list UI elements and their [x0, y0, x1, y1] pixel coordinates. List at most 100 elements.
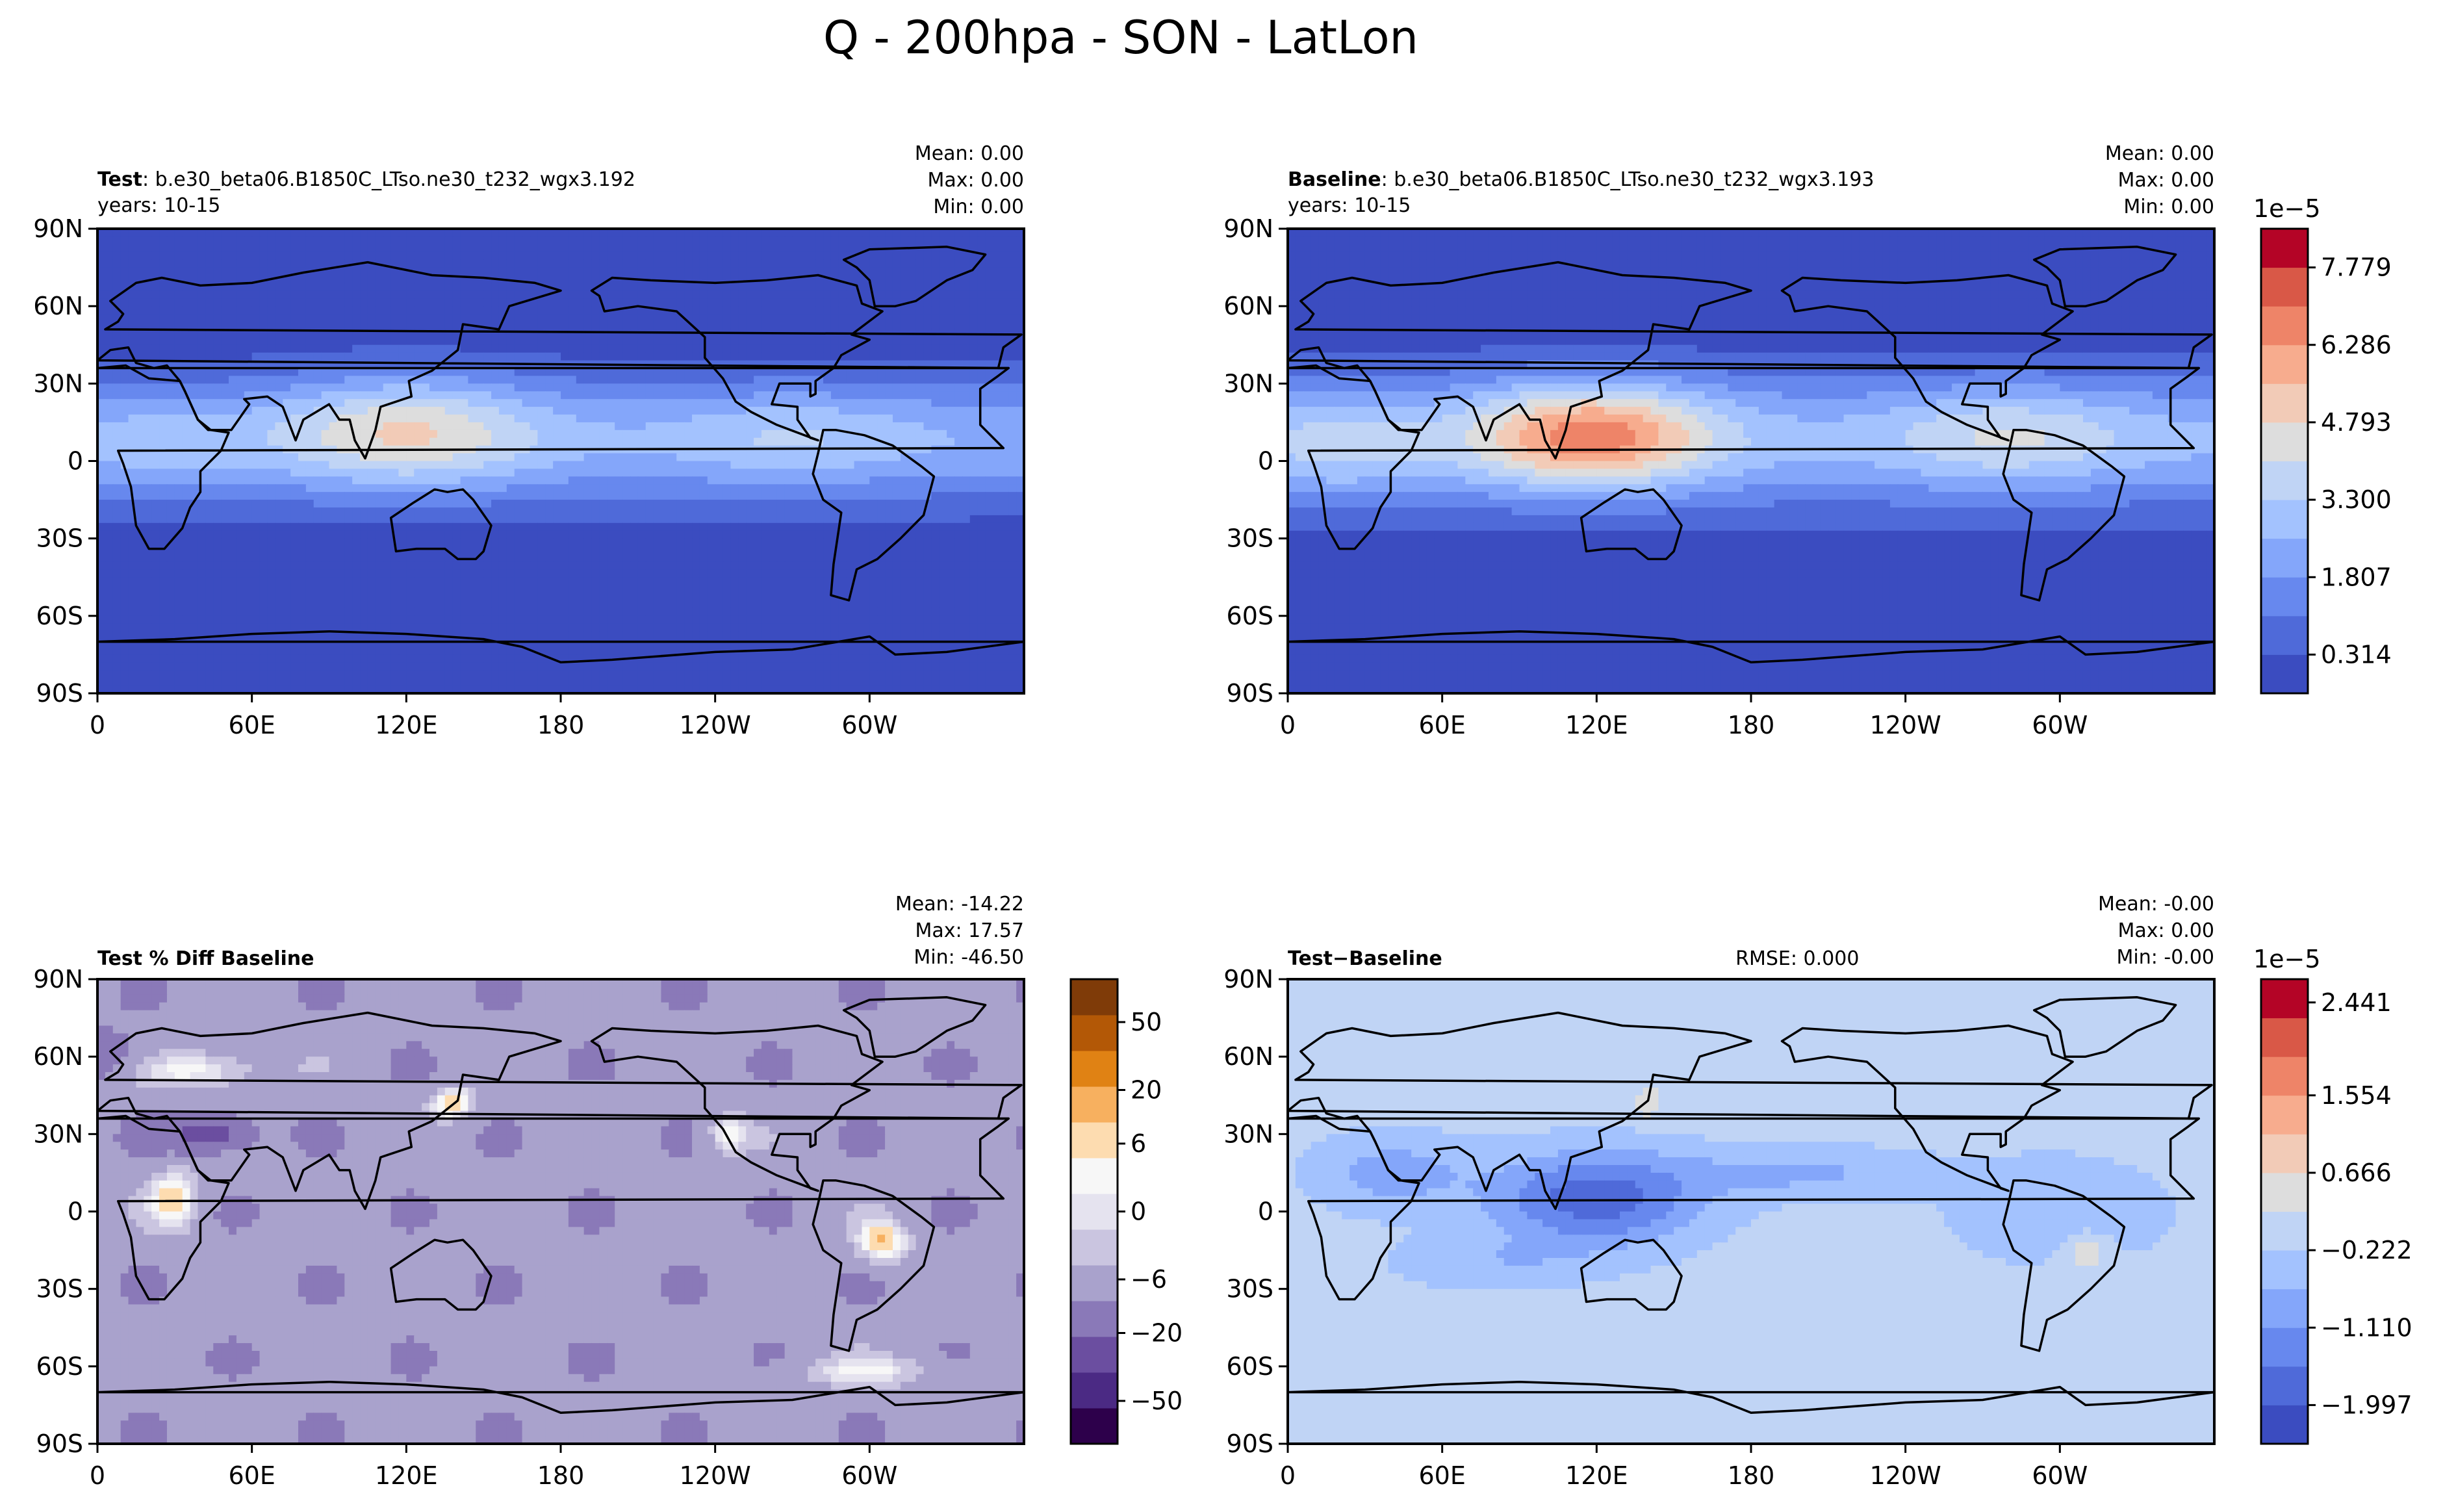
x-tick-label: 120E	[1565, 711, 1628, 739]
y-tick-label: 0	[68, 447, 83, 476]
colorbar-swatch	[2261, 1327, 2308, 1367]
y-tick-label: 90N	[1223, 965, 1273, 993]
colorbar-tick-label: 20	[1131, 1076, 1162, 1105]
x-tick-label: 0	[90, 711, 105, 739]
stat-line: Max: 17.57	[915, 919, 1024, 942]
colorbar-swatch	[2261, 1018, 2308, 1057]
colorbar-tick-label: −1.110	[2321, 1313, 2412, 1342]
x-tick-label: 0	[90, 1461, 105, 1490]
panel-subtitle: years: 10-15	[1288, 194, 1411, 217]
colorbar-swatch	[2261, 538, 2308, 578]
x-tick-label: 180	[1728, 1461, 1775, 1490]
colorbar-tick-label: 1.807	[2321, 563, 2392, 591]
stat-line: Min: -0.00	[2117, 946, 2215, 969]
colorbar-swatch	[2261, 1366, 2308, 1405]
stat-line: Min: 0.00	[2123, 196, 2214, 218]
y-tick-label: 60S	[1227, 602, 1273, 630]
colorbar-swatch	[2261, 306, 2308, 346]
colorbar-tick-label: 0.666	[2321, 1159, 2392, 1187]
panel-title: Test: b.e30_beta06.B1850C_LTso.ne30_t232…	[97, 168, 635, 191]
colorbar-swatch	[2261, 1134, 2308, 1173]
rmse-label: RMSE: 0.000	[1735, 947, 1859, 970]
colorbar-swatch	[1071, 1158, 1118, 1194]
colorbar-swatch	[2261, 1288, 2308, 1328]
colorbar-swatch	[2261, 383, 2308, 423]
colorbar-swatch	[1071, 1122, 1118, 1159]
colorbar-multiplier: 1e−5	[2253, 945, 2321, 973]
colorbar-swatch	[2261, 229, 2308, 268]
colorbar-swatch	[2261, 1172, 2308, 1212]
colorbar-swatch	[2261, 615, 2308, 655]
colorbar-swatch	[1071, 1408, 1118, 1444]
colorbar-swatch	[1071, 1229, 1118, 1266]
y-tick-label: 30S	[1227, 1275, 1273, 1303]
x-tick-label: 60W	[841, 1461, 897, 1490]
colorbar-swatch	[2261, 422, 2308, 461]
x-tick-label: 60E	[1418, 711, 1465, 739]
x-tick-label: 60E	[1418, 1461, 1465, 1490]
colorbar-multiplier: 1e−5	[2253, 194, 2321, 223]
colorbar-tick-label: 6.286	[2321, 331, 2392, 359]
y-tick-label: 30N	[33, 1120, 83, 1148]
colorbar-tick-label: 4.793	[2321, 408, 2392, 437]
stat-line: Max: 0.00	[928, 169, 1024, 192]
y-tick-label: 60N	[33, 1042, 83, 1071]
field-pctdiff	[97, 979, 1024, 1444]
colorbar-frame	[2260, 978, 2309, 1445]
y-tick-label: 30S	[36, 524, 83, 553]
colorbar-swatch	[1071, 1051, 1118, 1087]
y-tick-label: 90N	[33, 965, 83, 993]
x-tick-label: 60E	[228, 1461, 275, 1490]
stat-line: Mean: -14.22	[895, 893, 1024, 916]
panel-title: Test % Diff Baseline	[97, 947, 314, 970]
stat-line: Max: 0.00	[2118, 919, 2214, 942]
y-tick-label: 90N	[1223, 214, 1273, 243]
colorbar-swatch	[2261, 654, 2308, 694]
colorbar-tick-label: 2.441	[2321, 988, 2392, 1017]
y-tick-label: 30S	[1227, 524, 1273, 553]
x-tick-label: 120E	[375, 1461, 438, 1490]
stat-line: Mean: 0.00	[915, 142, 1024, 165]
stat-line: Mean: -0.00	[2098, 893, 2214, 916]
field-test	[97, 229, 1024, 693]
colorbar-pctdiff: −50 −20 −6 0 6 20 50	[1069, 978, 1183, 1445]
colorbar-swatch	[1071, 979, 1118, 1016]
colorbar-tick-label: −6	[1131, 1265, 1167, 1294]
colorbar-baseline: 0.314 1.807 3.300 4.793 6.286 7.779 1e−5	[2253, 194, 2392, 695]
panel-diff: 0 60E 120E 180 120W 60W 90N 60N 30N 0 30S 60S 90S Tes…	[1223, 893, 2412, 1490]
panel-pctdiff: 0 60E 120E 180 120W 60W 90N 60N 30N 0 30S 60S 90S Tes…	[33, 893, 1183, 1490]
y-tick-label: 90S	[1227, 679, 1273, 708]
stat-line: Min: -46.50	[914, 946, 1024, 969]
panel-subtitle: years: 10-15	[97, 194, 220, 217]
x-tick-label: 120W	[680, 1461, 751, 1490]
colorbar-swatch	[2261, 500, 2308, 539]
y-tick-label: 60S	[36, 1352, 83, 1381]
colorbar-frame	[2260, 227, 2309, 695]
colorbar-swatch	[2261, 979, 2308, 1019]
colorbar-swatch	[1071, 1265, 1118, 1301]
y-tick-label: 90N	[33, 214, 83, 243]
y-tick-label: 30N	[1223, 1120, 1273, 1148]
colorbar-swatch	[1071, 1301, 1118, 1337]
colorbar-tick-label: 7.779	[2321, 253, 2392, 282]
x-tick-label: 60W	[2032, 1461, 2088, 1490]
panel-title: Baseline: b.e30_beta06.B1850C_LTso.ne30_…	[1288, 168, 1874, 191]
colorbar-swatch	[2261, 1405, 2308, 1444]
coastlines-pctdiff	[97, 996, 1024, 1415]
colorbar-swatch	[1071, 1337, 1118, 1373]
colorbar-swatch	[2261, 1250, 2308, 1290]
x-tick-label: 120E	[375, 711, 438, 739]
figure-title: Q - 200hpa - SON - LatLon	[823, 11, 1418, 64]
colorbar-tick-label: 3.300	[2321, 485, 2392, 514]
y-tick-label: 60S	[1227, 1352, 1273, 1381]
panel-title: Test−Baseline	[1288, 947, 1442, 970]
colorbar-tick-label: 50	[1131, 1008, 1162, 1036]
x-tick-label: 60E	[228, 711, 275, 739]
y-tick-label: 0	[1258, 447, 1273, 476]
x-tick-label: 120W	[1870, 711, 1941, 739]
coastlines-baseline	[1288, 246, 2214, 664]
stat-line: Max: 0.00	[2118, 169, 2214, 192]
colorbar-tick-label: −1.997	[2321, 1390, 2412, 1419]
